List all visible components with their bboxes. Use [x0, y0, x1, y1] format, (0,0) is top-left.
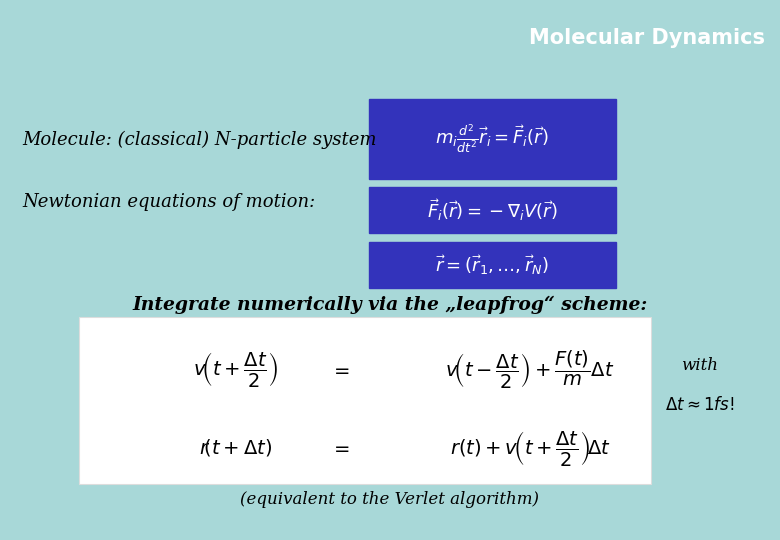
- FancyBboxPatch shape: [369, 242, 616, 288]
- Text: $m_i \frac{d^2}{dt^2}\vec{r}_i = \vec{F}_i(\vec{r})$: $m_i \frac{d^2}{dt^2}\vec{r}_i = \vec{F}…: [435, 122, 549, 156]
- Text: $=$: $=$: [330, 361, 350, 380]
- FancyBboxPatch shape: [79, 317, 651, 484]
- FancyBboxPatch shape: [369, 99, 616, 179]
- Text: $r\!\left(t+\Delta t\right)$: $r\!\left(t+\Delta t\right)$: [198, 437, 271, 458]
- Text: Integrate numerically via the „leapfrog“ scheme:: Integrate numerically via the „leapfrog“…: [133, 296, 647, 314]
- Text: (equivalent to the Verlet algorithm): (equivalent to the Verlet algorithm): [240, 491, 540, 509]
- Text: $v\!\left(t+\dfrac{\Delta t}{2}\right)$: $v\!\left(t+\dfrac{\Delta t}{2}\right)$: [193, 350, 278, 389]
- Text: $\vec{F}_i(\vec{r}) = -\nabla_i V(\vec{r})$: $\vec{F}_i(\vec{r}) = -\nabla_i V(\vec{r…: [427, 197, 557, 223]
- Text: $v\!\left(t-\dfrac{\Delta t}{2}\right)+\dfrac{F(t)}{m}\Delta t$: $v\!\left(t-\dfrac{\Delta t}{2}\right)+\…: [445, 349, 615, 391]
- Text: $=$: $=$: [330, 438, 350, 457]
- Text: $\Delta t \approx 1fs!$: $\Delta t \approx 1fs!$: [665, 396, 735, 414]
- Text: Molecule: (classical) N-particle system: Molecule: (classical) N-particle system: [22, 131, 377, 149]
- Text: Newtonian equations of motion:: Newtonian equations of motion:: [22, 193, 315, 211]
- FancyBboxPatch shape: [369, 187, 616, 233]
- Text: Molecular Dynamics: Molecular Dynamics: [529, 28, 765, 48]
- Text: $\vec{r} = (\vec{r}_1, \ldots, \vec{r}_N)$: $\vec{r} = (\vec{r}_1, \ldots, \vec{r}_N…: [435, 253, 549, 277]
- Text: with: with: [682, 356, 718, 374]
- Text: $r(t)+v\!\left(t+\dfrac{\Delta t}{2}\right)\!\Delta t$: $r(t)+v\!\left(t+\dfrac{\Delta t}{2}\rig…: [450, 429, 610, 468]
